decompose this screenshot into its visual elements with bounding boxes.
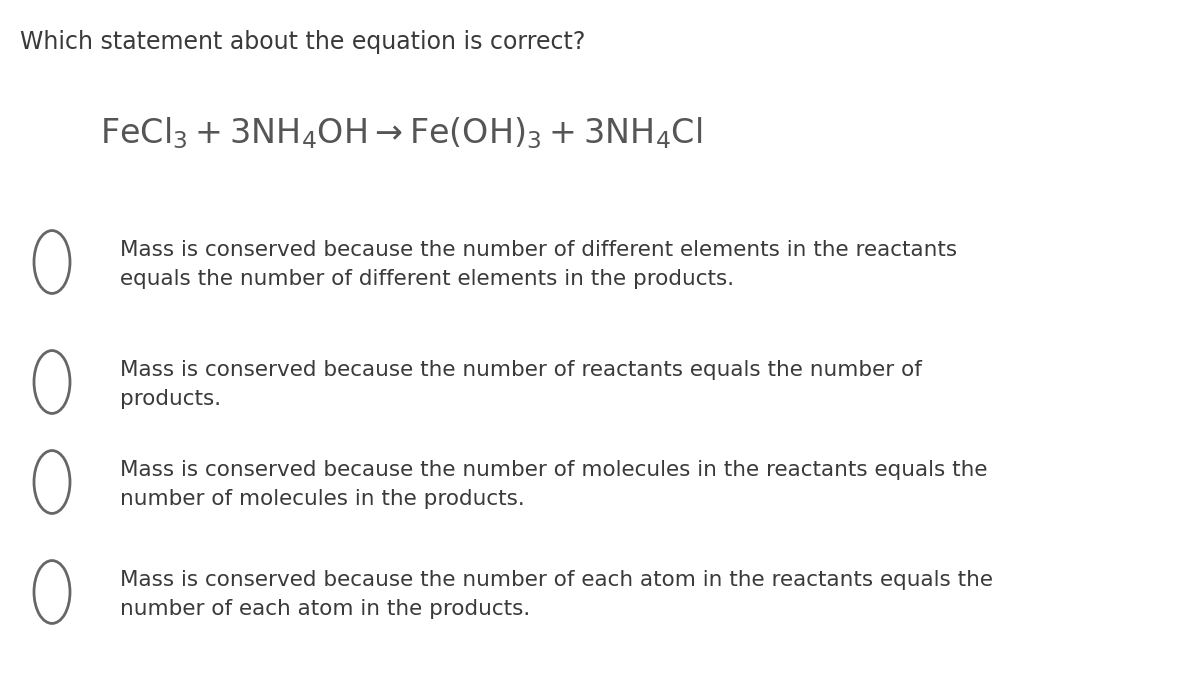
Text: Which statement about the equation is correct?: Which statement about the equation is co… <box>20 30 586 54</box>
Text: Mass is conserved because the number of different elements in the reactants
equa: Mass is conserved because the number of … <box>120 240 957 289</box>
Text: Mass is conserved because the number of molecules in the reactants equals the
nu: Mass is conserved because the number of … <box>120 460 987 509</box>
Text: $\mathregular{FeCl_3 + 3NH_4OH \rightarrow Fe(OH)_3 + 3NH_4Cl}$: $\mathregular{FeCl_3 + 3NH_4OH \rightarr… <box>99 115 702 151</box>
Text: Mass is conserved because the number of each atom in the reactants equals the
nu: Mass is conserved because the number of … <box>120 570 993 619</box>
Text: Mass is conserved because the number of reactants equals the number of
products.: Mass is conserved because the number of … <box>120 360 922 409</box>
